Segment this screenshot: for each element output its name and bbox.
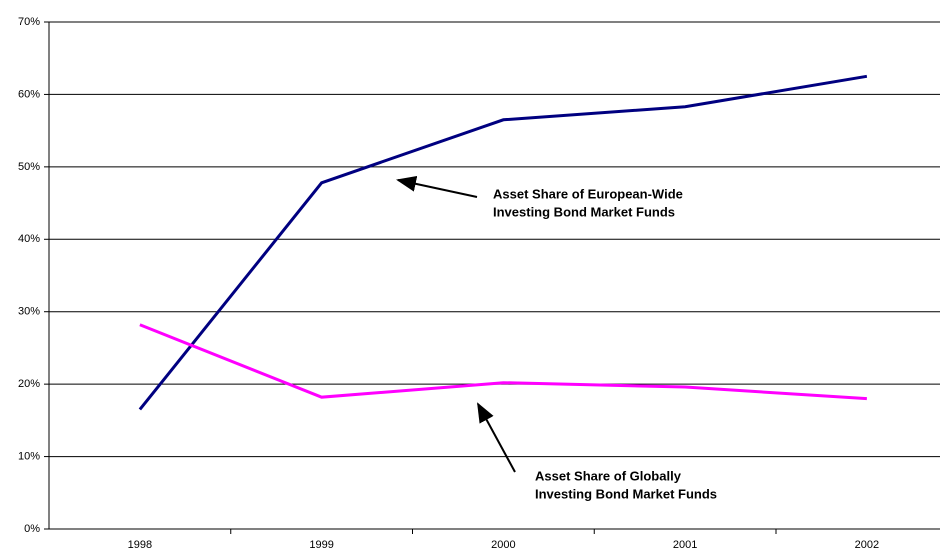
y-tick-label: 0%	[24, 523, 40, 535]
y-tick-label: 70%	[18, 16, 40, 28]
annotation: Investing Bond Market Funds	[535, 486, 717, 501]
x-tick-label: 1999	[309, 539, 333, 551]
series-line	[138, 74, 868, 411]
y-tick-label: 40%	[18, 233, 40, 245]
y-tick-label: 20%	[18, 378, 40, 390]
x-tick-label: 2000	[491, 539, 515, 551]
y-tick-label: 60%	[18, 88, 40, 100]
y-tick-label: 30%	[18, 306, 40, 318]
annotation: Investing Bond Market Funds	[493, 204, 675, 219]
annotation-arrow	[477, 402, 516, 473]
x-tick-label: 2002	[855, 539, 879, 551]
y-tick-label: 10%	[18, 450, 40, 462]
annotation: Asset Share of European-Wide	[493, 186, 683, 201]
y-tick-label: 50%	[18, 161, 40, 173]
x-tick-label: 2001	[673, 539, 697, 551]
x-tick-label: 1998	[128, 539, 152, 551]
annotation-arrow	[396, 175, 478, 198]
annotation: Asset Share of Globally	[535, 468, 682, 483]
series-line	[139, 323, 867, 401]
